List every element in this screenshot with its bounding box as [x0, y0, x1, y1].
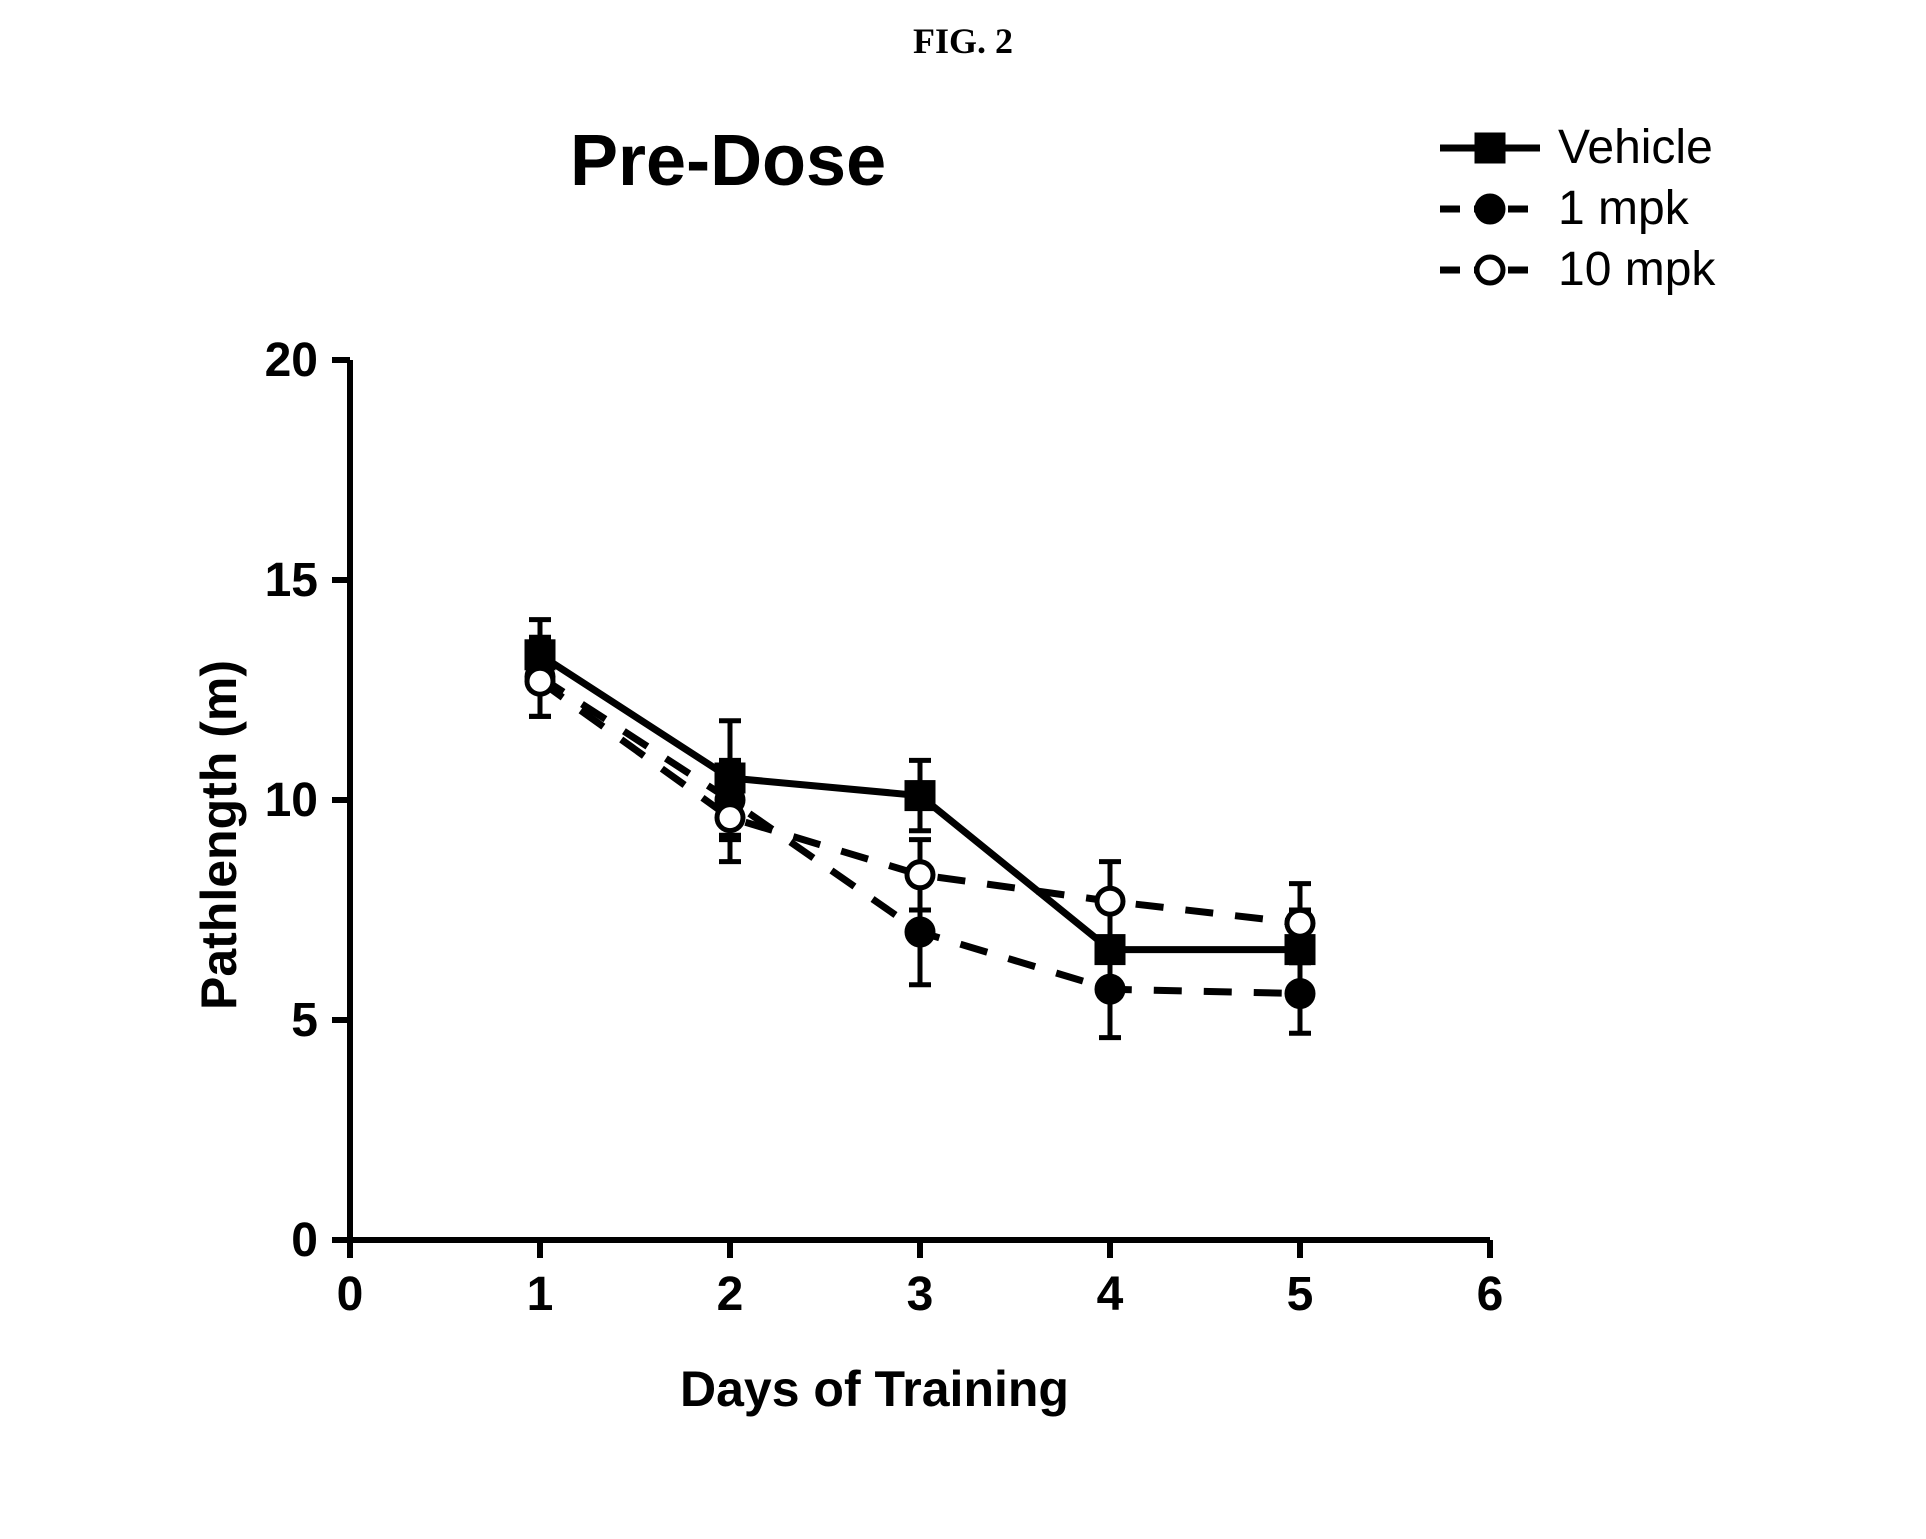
x-tick-label: 6	[1477, 1268, 1504, 1321]
marker-circle-icon	[527, 668, 553, 694]
marker-circle-icon	[1287, 910, 1313, 936]
marker-circle-icon	[1097, 888, 1123, 914]
legend-swatch	[1440, 128, 1540, 168]
x-axis-label: Days of Training	[680, 1360, 1069, 1418]
marker-circle-icon	[1477, 196, 1503, 222]
x-tick-label: 1	[527, 1268, 554, 1321]
y-tick-label: 20	[265, 334, 318, 387]
x-tick-label: 3	[907, 1268, 934, 1321]
marker-square-icon	[1477, 135, 1503, 161]
y-axis-label: Pathlength (m)	[190, 660, 248, 1010]
marker-square-icon	[1287, 937, 1313, 963]
marker-circle-icon	[717, 805, 743, 831]
marker-square-icon	[907, 783, 933, 809]
chart-plot-area: 0 1 2 3 4 5 6 0 5 10 15 20	[210, 220, 1630, 1380]
marker-square-icon	[1097, 937, 1123, 963]
chart-title: Pre-Dose	[570, 120, 886, 202]
marker-circle-icon	[1097, 976, 1123, 1002]
y-tick-label: 0	[291, 1214, 318, 1267]
y-tick-label: 10	[265, 774, 318, 827]
legend-label: Vehicle	[1558, 120, 1713, 175]
x-tick-label: 0	[337, 1268, 364, 1321]
figure-label: FIG. 2	[0, 20, 1926, 62]
marker-circle-icon	[907, 862, 933, 888]
page: FIG. 2 Pre-Dose Vehicle1 mpk10 mpk 01234…	[0, 0, 1926, 1539]
y-tick-label: 15	[265, 554, 318, 607]
x-tick-label: 5	[1287, 1268, 1314, 1321]
marker-circle-icon	[907, 919, 933, 945]
x-tick-label: 2	[717, 1268, 744, 1321]
legend-item: Vehicle	[1440, 120, 1715, 175]
y-tick-label: 5	[291, 994, 318, 1047]
marker-circle-icon	[1287, 981, 1313, 1007]
x-tick-label: 4	[1097, 1268, 1124, 1321]
